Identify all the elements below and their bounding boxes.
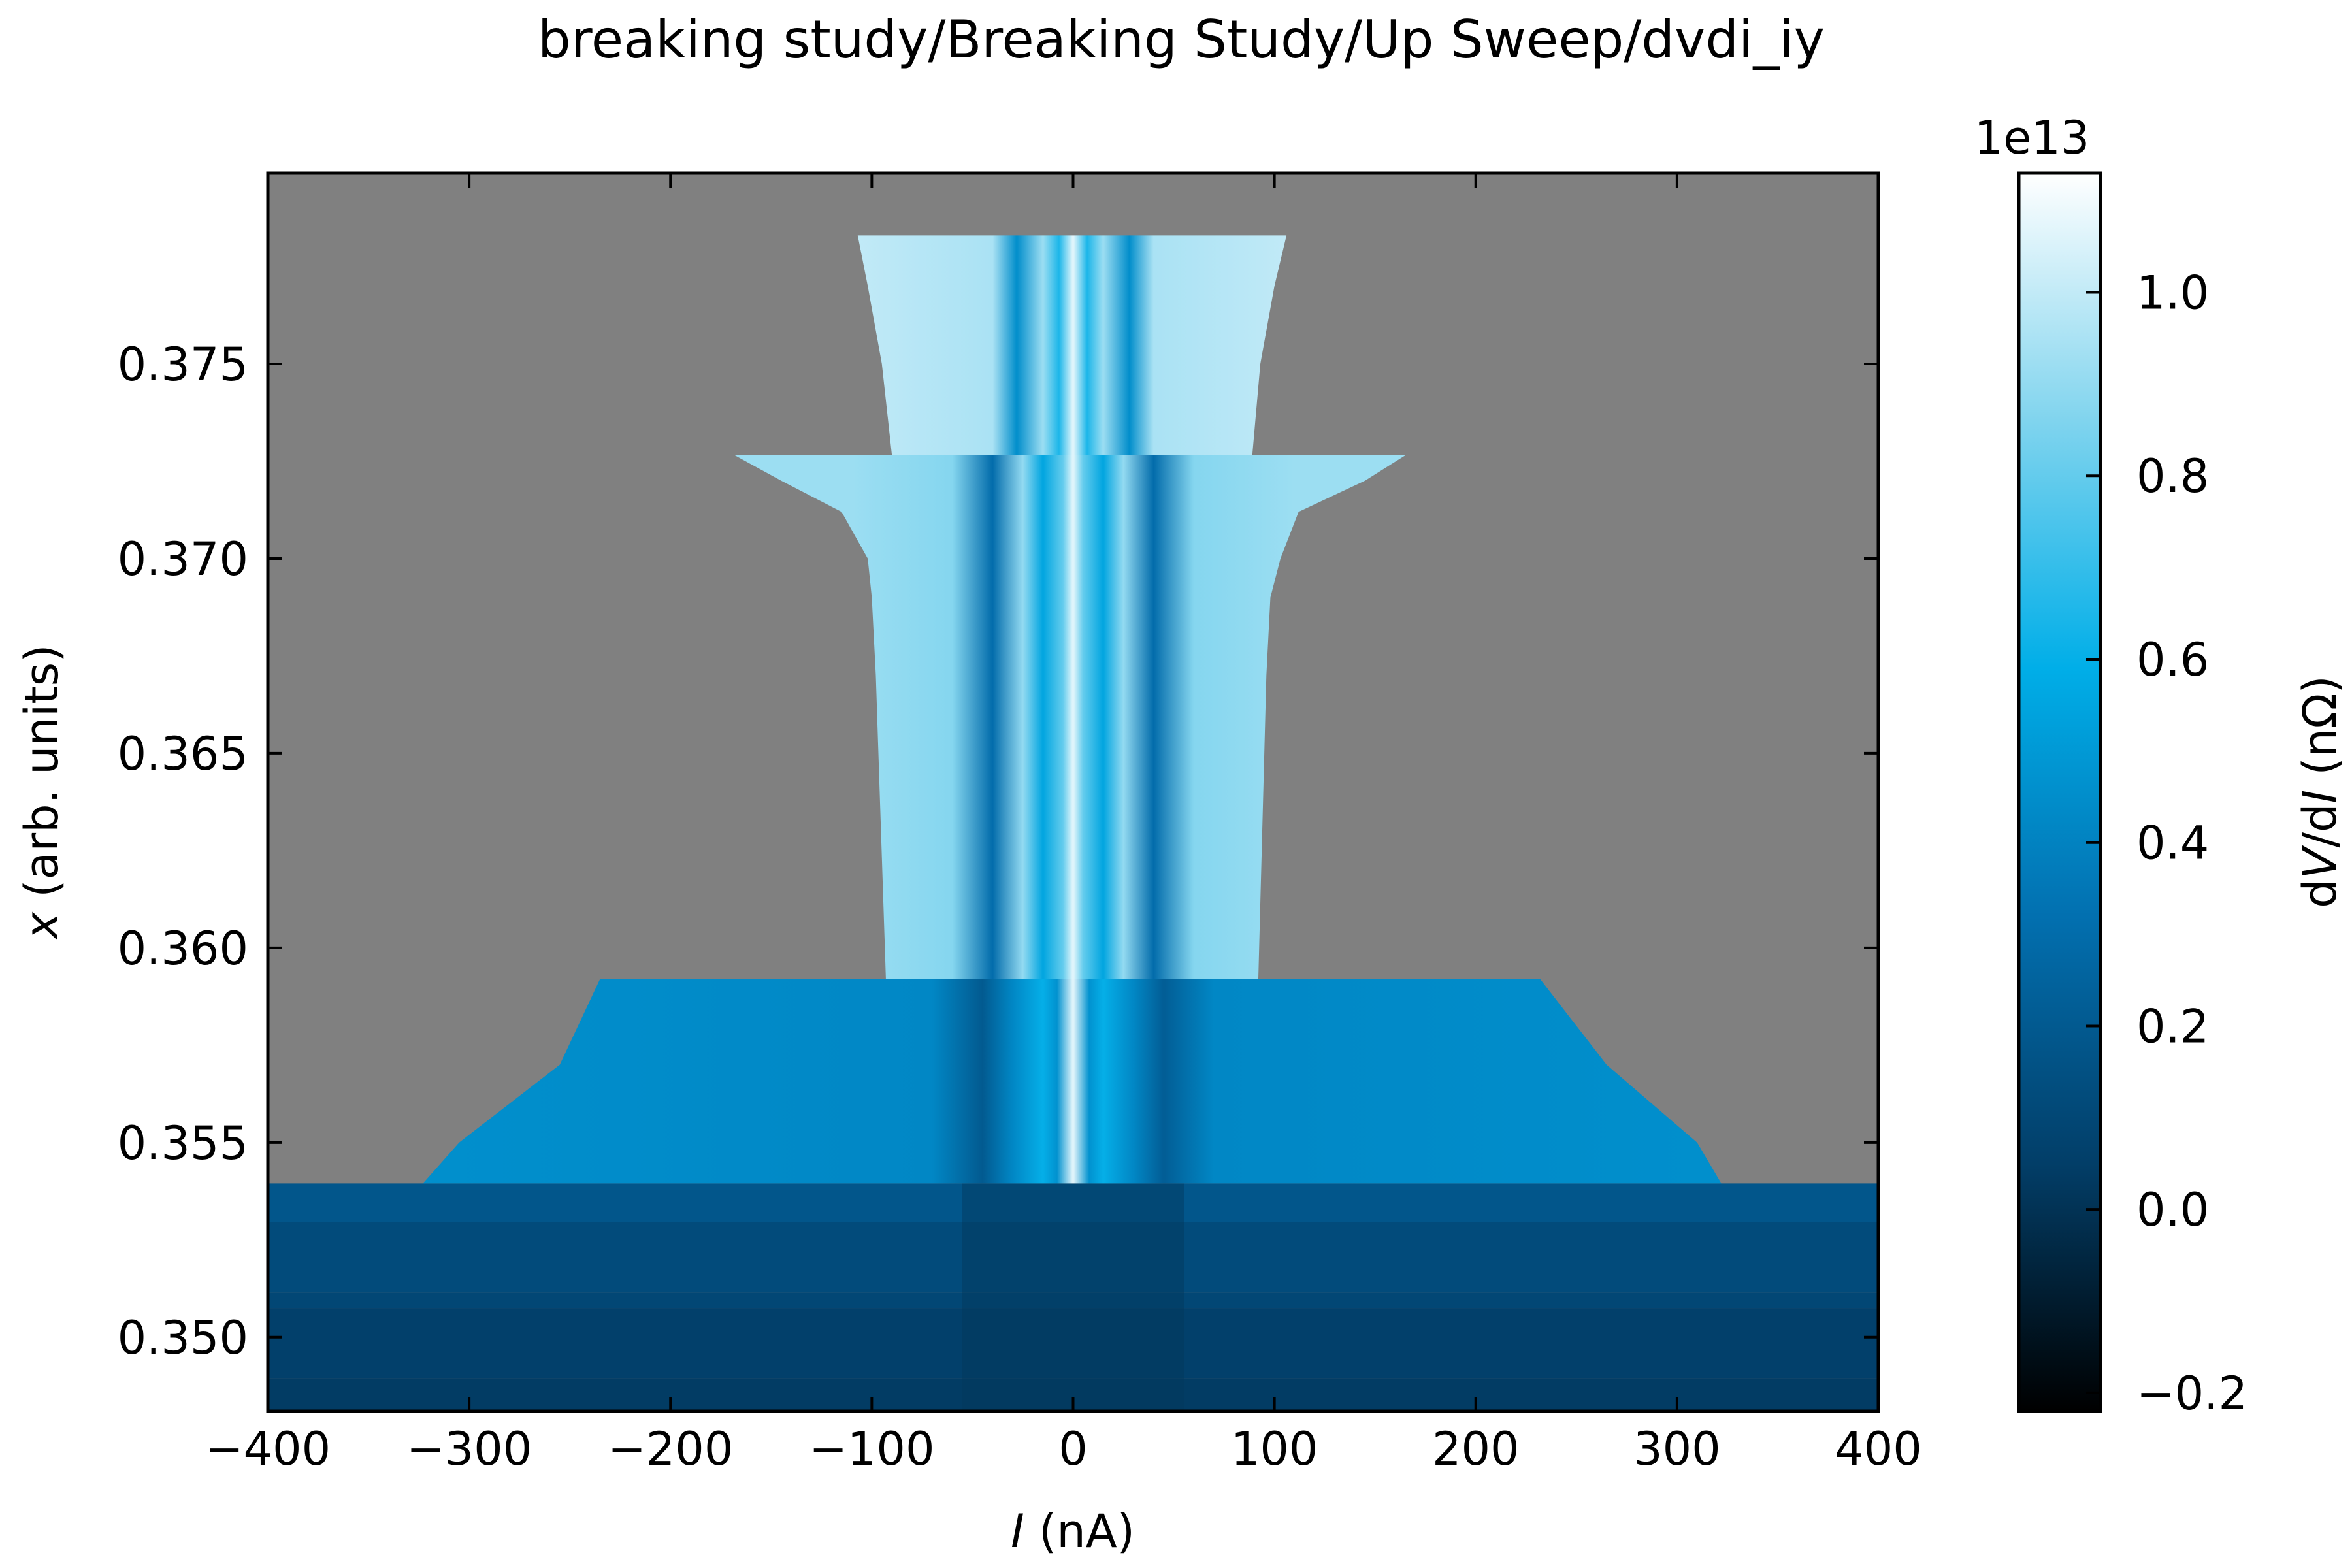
x-tick-label: 400 bbox=[1835, 1422, 1922, 1476]
colorbar-tick-label: 0.8 bbox=[2136, 449, 2209, 503]
x-tick-label: −300 bbox=[406, 1422, 532, 1476]
colorbar-offset-text: 1e13 bbox=[1974, 111, 2090, 165]
heatmap-row-1 bbox=[268, 1308, 1878, 1379]
colorbar-gradient bbox=[2017, 171, 2102, 1413]
x-tick-label: 200 bbox=[1432, 1422, 1520, 1476]
colorbar-tick-label: 0.4 bbox=[2136, 817, 2209, 870]
colorbar-label-unit: (nΩ) bbox=[2293, 676, 2347, 790]
y-axis-label: x (arb. units) bbox=[15, 644, 69, 940]
y-axis-ticks: 0.350 0.355 0.360 0.365 0.370 0.375 bbox=[118, 338, 1878, 1365]
heatmap-region-fill bbox=[734, 455, 1405, 979]
heatmap-row-2 bbox=[268, 1292, 1878, 1309]
x-tick-label: 100 bbox=[1231, 1422, 1318, 1476]
plot-area bbox=[266, 171, 1880, 1413]
y-axis-label-variable: x bbox=[15, 912, 69, 941]
heatmap-layer bbox=[268, 235, 1878, 1411]
colorbar-tick-label: 1.0 bbox=[2136, 266, 2209, 319]
heatmap-row-3 bbox=[268, 1222, 1878, 1293]
colorbar-label-d: d bbox=[2293, 879, 2347, 907]
x-axis-label-unit: (nA) bbox=[1024, 1505, 1135, 1558]
x-axis-label: I (nA) bbox=[1011, 1505, 1135, 1558]
y-tick-label: 0.375 bbox=[118, 338, 248, 391]
x-axis-ticks: −400 −300 −200 −100 0 100 200 300 400 bbox=[205, 173, 1922, 1476]
heatmap-region-fill bbox=[423, 979, 1722, 1184]
colorbar-tick-label: 0.6 bbox=[2136, 633, 2209, 687]
colorbar: −0.2 0.0 0.2 0.4 0.6 0.8 1.0 1e13 dV/dI (nΩ) bbox=[1974, 111, 2347, 1420]
colorbar-tick-label: −0.2 bbox=[2136, 1367, 2247, 1420]
y-tick-label: 0.365 bbox=[118, 727, 248, 781]
colorbar-label-slash: /d bbox=[2293, 804, 2347, 848]
x-tick-label: 0 bbox=[1058, 1422, 1088, 1476]
x-tick-label: 300 bbox=[1633, 1422, 1721, 1476]
x-tick-label: −400 bbox=[205, 1422, 331, 1476]
colorbar-ticks: −0.2 0.0 0.2 0.4 0.6 0.8 1.0 bbox=[2086, 266, 2247, 1420]
heatmap-row-4 bbox=[268, 1183, 1878, 1222]
x-tick-label: −200 bbox=[608, 1422, 733, 1476]
y-tick-label: 0.360 bbox=[118, 922, 248, 975]
heatmap-region-bottom-band bbox=[268, 1183, 1878, 1411]
y-tick-label: 0.355 bbox=[118, 1117, 248, 1170]
y-tick-label: 0.370 bbox=[118, 532, 248, 586]
heatmap-region-top-band bbox=[857, 235, 1287, 456]
colorbar-label-v: V bbox=[2293, 845, 2347, 879]
y-tick-label: 0.350 bbox=[118, 1311, 248, 1365]
colorbar-tick-label: 0.0 bbox=[2136, 1183, 2209, 1237]
heatmap-region-band-2 bbox=[423, 979, 1722, 1184]
heatmap-region-band-3 bbox=[734, 455, 1405, 979]
colorbar-label-i: I bbox=[2293, 790, 2347, 804]
colorbar-label: dV/dI (nΩ) bbox=[2293, 676, 2347, 908]
colorbar-tick-label: 0.2 bbox=[2136, 1000, 2209, 1053]
heatmap-row-texture bbox=[962, 1183, 1184, 1411]
y-axis-label-unit: (arb. units) bbox=[15, 644, 69, 912]
x-axis-label-variable: I bbox=[1011, 1505, 1024, 1558]
chart-title: breaking study/Breaking Study/Up Sweep/d… bbox=[538, 9, 1825, 70]
heatmap-region-fill bbox=[857, 235, 1287, 456]
x-tick-label: −100 bbox=[809, 1422, 934, 1476]
